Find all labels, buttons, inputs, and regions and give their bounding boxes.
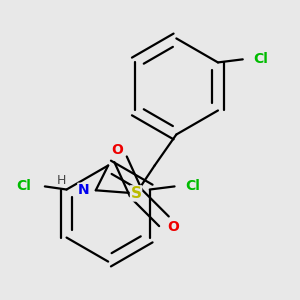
Text: N: N [78, 183, 90, 197]
Text: Cl: Cl [254, 52, 268, 66]
Text: Cl: Cl [185, 179, 200, 194]
Text: Cl: Cl [16, 179, 31, 194]
Text: H: H [57, 175, 66, 188]
Text: O: O [167, 220, 179, 235]
Text: O: O [112, 143, 123, 157]
Text: S: S [130, 186, 142, 201]
